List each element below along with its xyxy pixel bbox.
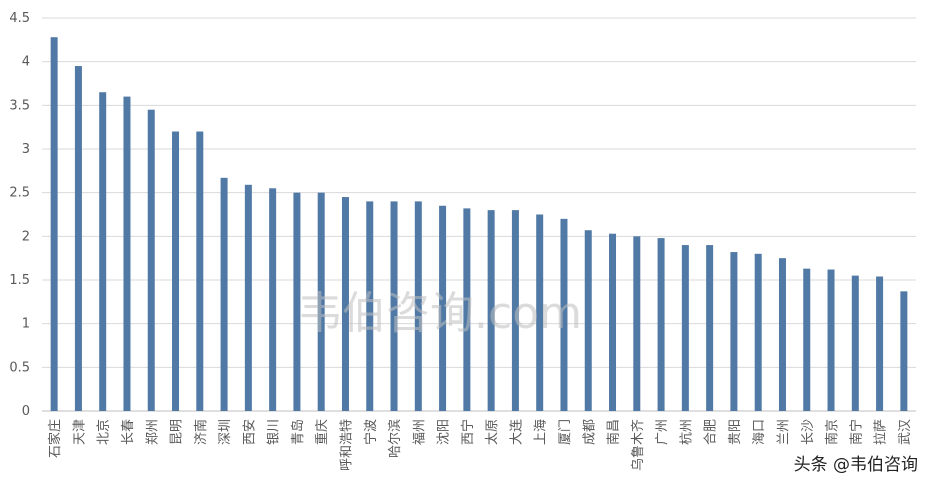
bar — [99, 92, 107, 411]
y-tick-label: 0 — [22, 404, 30, 419]
y-tick-label: 2.5 — [9, 186, 30, 201]
y-tick-label: 4 — [22, 55, 30, 70]
bar — [390, 201, 398, 411]
x-tick-label: 上海 — [534, 419, 549, 445]
bar — [293, 192, 301, 411]
x-tick-label: 西宁 — [460, 419, 476, 445]
bar — [317, 192, 325, 411]
bar — [584, 230, 592, 411]
x-tick-label: 郑州 — [145, 419, 160, 445]
bar — [851, 275, 859, 411]
bar — [487, 210, 495, 411]
x-tick-label: 海口 — [752, 419, 767, 445]
x-tick-label: 南京 — [824, 419, 840, 445]
bar — [74, 66, 82, 412]
watermark: 头条 @韦伯咨询 — [794, 455, 918, 475]
x-tick-label: 昆明 — [170, 419, 185, 445]
x-tick-label: 青岛 — [290, 419, 306, 445]
bar — [827, 269, 835, 411]
x-tick-label: 拉萨 — [874, 419, 889, 445]
bar — [172, 131, 180, 412]
x-tick-label: 成都 — [582, 419, 597, 445]
x-tick-label: 福州 — [412, 419, 427, 445]
bar — [633, 236, 641, 411]
x-tick-label: 南宁 — [848, 419, 864, 445]
x-tick-label: 太原 — [485, 419, 500, 445]
x-tick-label: 宁波 — [363, 419, 379, 445]
x-tick-label: 深圳 — [218, 419, 233, 445]
x-tick-label: 合肥 — [704, 419, 719, 445]
x-tick-label: 重庆 — [314, 419, 330, 445]
x-tick-label: 广州 — [655, 419, 670, 445]
x-tick-label: 乌鲁木齐 — [630, 419, 646, 471]
x-tick-label: 银川 — [267, 419, 282, 445]
y-tick-label: 4.5 — [9, 11, 30, 26]
y-tick-label: 3 — [22, 142, 30, 157]
bar — [876, 276, 884, 411]
x-tick-label: 长春 — [121, 419, 136, 445]
x-tick-label: 济南 — [193, 419, 209, 445]
bar — [536, 214, 544, 411]
x-tick-label: 南昌 — [606, 419, 622, 445]
x-tick-label: 北京 — [97, 419, 112, 445]
bar — [706, 245, 714, 411]
bar — [50, 37, 58, 412]
y-tick-label: 2 — [22, 229, 30, 244]
x-tick-label: 厦门 — [558, 419, 573, 445]
bar — [196, 131, 204, 412]
x-tick-label: 长沙 — [801, 419, 816, 445]
bar — [511, 210, 519, 411]
y-tick-label: 0.5 — [9, 360, 30, 375]
y-tick-label: 3.5 — [9, 98, 30, 113]
x-tick-label: 石家庄 — [47, 419, 63, 458]
bar — [463, 208, 471, 411]
bar — [220, 177, 228, 411]
x-tick-label: 武汉 — [898, 419, 913, 445]
y-tick-label: 1 — [22, 317, 30, 332]
x-tick-label: 大连 — [508, 419, 524, 445]
bar — [439, 205, 447, 411]
watermark: 韦伯咨询.com — [298, 288, 582, 339]
x-tick-label: 西安 — [242, 419, 257, 445]
bar — [366, 201, 374, 411]
x-tick-label: 呼和浩特 — [339, 419, 354, 471]
bar — [414, 201, 422, 411]
bar — [609, 233, 617, 411]
bar — [681, 245, 689, 411]
x-tick-label: 哈尔滨 — [387, 419, 403, 458]
x-tick-label: 天津 — [72, 419, 87, 445]
bar — [803, 268, 811, 411]
bar — [778, 258, 786, 411]
bar — [147, 109, 155, 411]
bar — [244, 184, 252, 411]
x-tick-label: 杭州 — [679, 419, 694, 445]
bar — [341, 197, 349, 411]
bar — [560, 218, 568, 411]
x-tick-label: 兰州 — [776, 419, 791, 445]
x-tick-label: 沈阳 — [437, 419, 452, 445]
bar — [123, 96, 131, 411]
bar — [730, 252, 738, 411]
bar — [657, 238, 665, 411]
bar — [900, 291, 908, 411]
bar — [269, 188, 277, 411]
y-tick-label: 1.5 — [9, 273, 30, 288]
x-tick-label: 贵阳 — [728, 419, 743, 445]
bar — [754, 253, 762, 411]
